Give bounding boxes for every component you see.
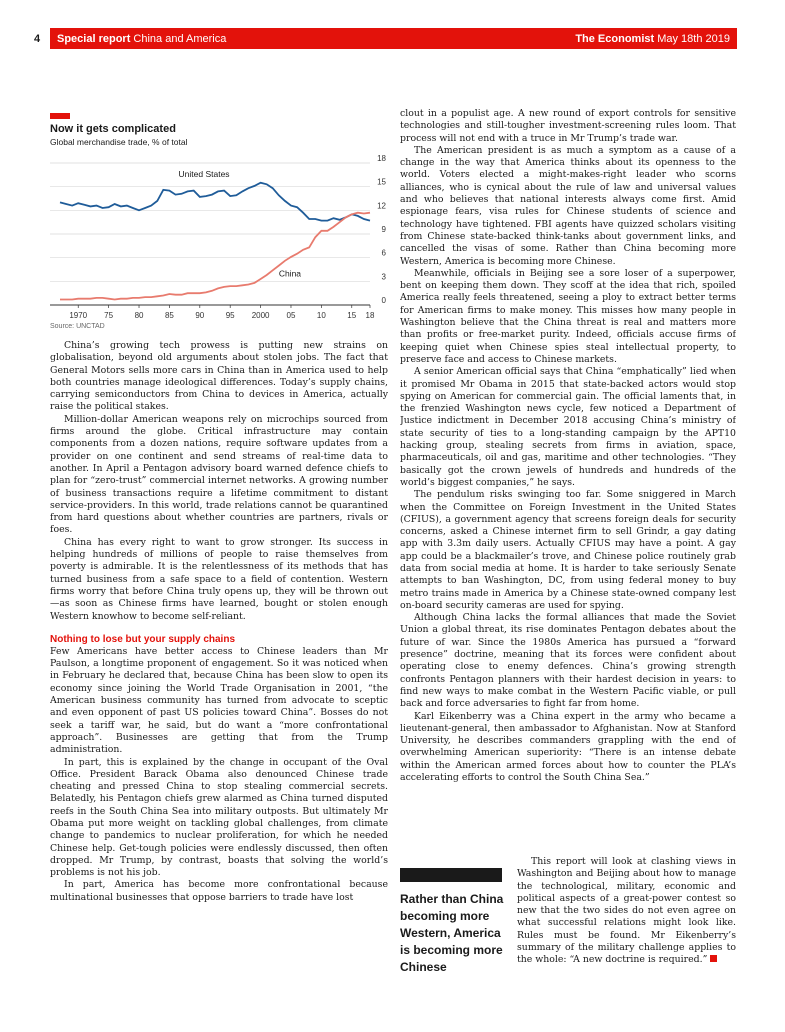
chart-source: Source: UNCTAD <box>50 323 105 330</box>
chart-heading: Now it gets complicated Global merchandi… <box>50 113 390 147</box>
publication-date: The Economist May 18th 2019 <box>575 33 730 45</box>
chart-title: Now it gets complicated <box>50 123 176 135</box>
x-tick-label: 18 <box>366 311 375 320</box>
y-tick-label: 6 <box>382 249 387 258</box>
y-tick-label: 9 <box>382 225 387 234</box>
article-paragraph: A senior American official says that Chi… <box>400 366 736 488</box>
issue-date: May 18th 2019 <box>657 32 730 45</box>
series-label-united-states: United States <box>179 169 230 179</box>
section-header-bar: Special report China and America The Eco… <box>50 28 737 49</box>
x-tick-label: 2000 <box>252 311 270 320</box>
chart-accent-tag <box>50 113 70 119</box>
article-paragraph: China has every right to want to grow st… <box>50 536 388 622</box>
article-paragraph: Few Americans have better access to Chin… <box>50 645 388 756</box>
y-tick-label: 0 <box>382 296 387 305</box>
y-tick-label: 15 <box>377 178 386 187</box>
series-line-china <box>60 211 371 301</box>
article-paragraph: Million-dollar American weapons rely on … <box>50 413 388 536</box>
article-paragraph: China’s growing tech prowess is putting … <box>50 340 388 413</box>
section-label: Special report <box>57 32 131 45</box>
article-paragraph: Karl Eikenberry was a China expert in th… <box>400 710 736 784</box>
article-column-right: clout in a populist age. A new round of … <box>400 108 736 868</box>
article-paragraph: Meanwhile, officials in Beijing see a so… <box>400 267 736 365</box>
article-column-left: ▶ China’s growing tech prowess is puttin… <box>50 340 388 998</box>
article-paragraph: In part, this is explained by the change… <box>50 756 388 879</box>
page-number: 4 <box>34 33 41 45</box>
x-tick-label: 75 <box>104 311 113 320</box>
x-tick-label: 95 <box>226 311 235 320</box>
x-tick-label: 15 <box>347 311 356 320</box>
trade-line-chart: 0 3 6 9 12 15 18 1970 75 80 85 90 95 2000 05 10 15 18 Unit… <box>50 155 387 320</box>
pull-quote-bar <box>400 868 502 882</box>
end-mark-icon <box>710 955 718 963</box>
x-tick-label: 90 <box>195 311 204 320</box>
pull-quote: Rather than China becoming more Western,… <box>400 892 504 974</box>
chart-subtitle: Global merchandise trade, % of total <box>50 137 188 147</box>
series-line-united-states <box>59 181 371 222</box>
article-paragraph: Although China lacks the formal alliance… <box>400 612 736 710</box>
x-tick-label: 85 <box>165 311 174 320</box>
final-paragraph-text: This report will look at clashing views … <box>517 856 736 966</box>
article-subhead: Nothing to lose but your supply chains <box>50 633 236 645</box>
x-tick-label: 10 <box>317 311 326 320</box>
section-title: Special report China and America <box>57 33 226 45</box>
article-paragraph: In part, America has become more confron… <box>50 879 388 903</box>
x-tick-label: 05 <box>287 311 296 320</box>
series-label-china: China <box>279 269 301 279</box>
y-tick-label: 12 <box>377 201 386 210</box>
article-paragraph: The American president is as much a symp… <box>400 144 736 267</box>
article-column-final: This report will look at clashing views … <box>517 856 736 996</box>
section-topic: China and America <box>133 32 227 45</box>
article-paragraph: The pendulum risks swinging too far. Som… <box>400 489 736 611</box>
x-tick-label: 1970 <box>69 311 87 320</box>
article-paragraph-final: This report will look at clashing views … <box>517 856 736 967</box>
publication-name: The Economist <box>575 32 655 45</box>
article-paragraph: clout in a populist age. A new round of … <box>400 108 736 144</box>
x-tick-label: 80 <box>135 311 144 320</box>
y-tick-label: 18 <box>377 155 386 163</box>
y-tick-label: 3 <box>382 272 387 281</box>
